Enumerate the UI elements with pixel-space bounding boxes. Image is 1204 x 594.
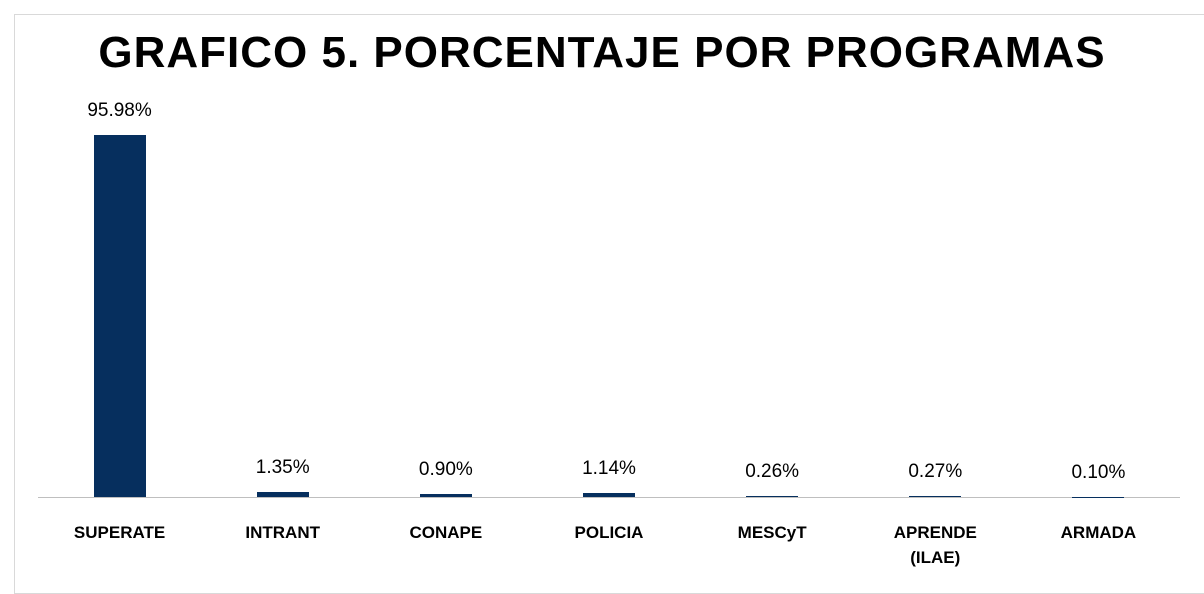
x-tick-label: INTRANT: [223, 520, 343, 545]
bar: [420, 494, 472, 497]
chart-frame: [14, 14, 1204, 594]
bar: [909, 496, 961, 497]
x-tick-label: APRENDE (ILAE): [875, 520, 995, 570]
data-label: 0.27%: [875, 461, 995, 483]
x-axis-line: [38, 497, 1180, 498]
data-label: 95.98%: [60, 100, 180, 122]
data-label: 0.26%: [712, 461, 832, 483]
x-tick-label: MESCyT: [712, 520, 832, 545]
page: GRAFICO 5. PORCENTAJE POR PROGRAMAS (() …: [0, 0, 1204, 582]
data-label: 1.14%: [549, 458, 669, 480]
bar: [257, 492, 309, 497]
bar: [94, 135, 146, 497]
x-tick-label: ARMADA: [1038, 520, 1158, 545]
x-tick-label: SUPERATE: [60, 520, 180, 545]
x-tick-label: CONAPE: [386, 520, 506, 545]
bar: [583, 493, 635, 497]
x-tick-label: POLICIA: [549, 520, 669, 545]
chart-title: GRAFICO 5. PORCENTAJE POR PROGRAMAS: [0, 28, 1204, 78]
data-label: 1.35%: [223, 457, 343, 479]
data-label: 0.90%: [386, 459, 506, 481]
data-label: 0.10%: [1038, 462, 1158, 484]
bar: [746, 496, 798, 497]
